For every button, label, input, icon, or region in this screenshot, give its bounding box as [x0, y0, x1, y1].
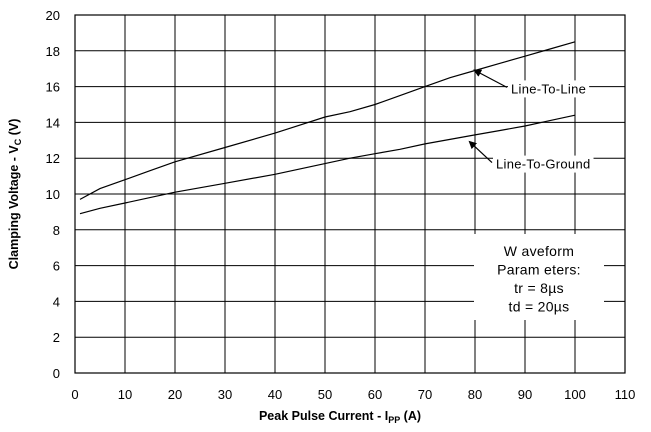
x-tick-label: 40	[268, 387, 282, 402]
x-tick-label: 110	[615, 387, 636, 402]
y-tick-labels: 0 2 4 6 8 10 12 14 16 18 20	[46, 8, 60, 381]
annotation-label: Line-To-Line	[511, 81, 586, 96]
series-lines	[79, 41, 576, 215]
annotation-label-background	[508, 80, 590, 98]
x-axis-title: Peak Pulse Current - IPP (A)	[259, 409, 421, 425]
x-axis-title-main: Peak Pulse Current - I	[259, 409, 388, 423]
y-tick-label: 0	[53, 366, 60, 381]
annotations: Line-To-Line Line-To-Ground	[468, 69, 594, 173]
y-tick-label: 10	[46, 187, 60, 202]
x-tick-label: 10	[118, 387, 132, 402]
annotation-label-background	[493, 155, 594, 173]
x-tick-label: 20	[168, 387, 182, 402]
x-tick-label: 80	[468, 387, 482, 402]
info-box-line: Param eters:	[497, 262, 581, 278]
y-tick-label: 14	[46, 115, 60, 130]
info-box-background	[474, 234, 604, 320]
y-axis-title: Clamping Voltage - VC (V)	[7, 119, 23, 270]
x-tick-label: 50	[318, 387, 332, 402]
y-axis-title-unit: (V)	[7, 119, 21, 139]
axes	[74, 14, 626, 374]
x-axis-title-unit: (A)	[400, 409, 421, 423]
info-box-line: tr = 8µs	[514, 280, 564, 296]
x-tick-labels: 0 10 20 30 40 50 60 70 80 90 100 110	[71, 387, 635, 402]
y-axis-title-main: Clamping Voltage - V	[7, 145, 21, 270]
x-tick-label: 90	[518, 387, 532, 402]
x-tick-label: 60	[368, 387, 382, 402]
y-tick-label: 8	[53, 223, 60, 238]
y-tick-label: 6	[53, 259, 60, 274]
info-box-line: W aveform	[504, 243, 574, 259]
annotation-arrow	[468, 140, 493, 164]
y-tick-label: 16	[46, 80, 60, 95]
waveform-parameters-box: W aveform Param eters: tr = 8µs td = 20µs	[474, 234, 604, 320]
y-axis-title-subscript: C	[13, 138, 23, 145]
annotation-label: Line-To-Ground	[496, 157, 591, 172]
x-tick-label: 100	[564, 387, 586, 402]
y-tick-label: 20	[46, 8, 60, 23]
y-tick-label: 4	[53, 294, 60, 309]
y-tick-label: 18	[46, 44, 60, 59]
x-tick-label: 70	[418, 387, 432, 402]
x-tick-label: 0	[71, 387, 78, 402]
annotation-arrow	[473, 69, 508, 88]
plot-frame	[74, 14, 626, 374]
info-box-line: td = 20µs	[509, 299, 570, 315]
x-axis-title-subscript: PP	[388, 415, 400, 425]
series-line-line-to-line	[79, 41, 576, 200]
x-tick-label: 30	[218, 387, 232, 402]
y-tick-label: 12	[46, 151, 60, 166]
y-tick-label: 2	[53, 330, 60, 345]
